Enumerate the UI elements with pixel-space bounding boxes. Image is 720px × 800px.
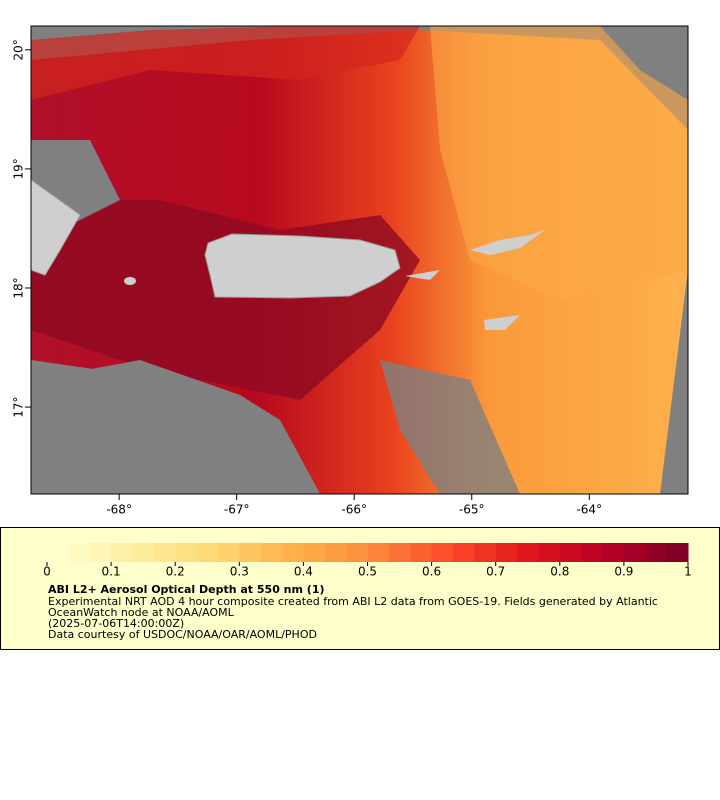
colorbar-swatch	[388, 543, 411, 562]
map-raster	[31, 26, 688, 494]
x-tick-label: -68°	[106, 503, 132, 517]
colorbar-swatch	[217, 543, 240, 562]
colorbar-swatch	[89, 543, 112, 562]
colorbar-swatch	[645, 543, 668, 562]
colorbar-tick-label: 0.9	[614, 565, 633, 579]
colorbar-swatch	[175, 543, 198, 562]
colorbar-swatch	[666, 543, 689, 562]
colorbar-swatch	[623, 543, 646, 562]
colorbar-swatch	[410, 543, 433, 562]
colorbar-swatch	[282, 543, 304, 562]
colorbar-swatch	[239, 543, 262, 562]
colorbar-swatch	[260, 543, 283, 562]
colorbar-tick-label: 0.7	[486, 565, 505, 579]
colorbar-tick-label: 0.1	[102, 565, 121, 579]
colorbar-swatch	[303, 543, 326, 562]
colorbar-swatch	[367, 543, 390, 562]
colorbar-tick-label: 0.2	[166, 565, 185, 579]
y-tick-label: 18°	[12, 277, 26, 298]
colorbar-swatch	[324, 543, 347, 562]
colorbar-swatch	[47, 543, 69, 562]
legend-line: OceanWatch node at NOAA/AOML	[48, 606, 235, 619]
colorbar-swatch	[517, 543, 539, 562]
colorbar-swatch	[559, 543, 582, 562]
colorbar-tick-label: 0.4	[294, 565, 313, 579]
colorbar-tick-label: 0	[43, 565, 51, 579]
colorbar-swatch	[495, 543, 518, 562]
colorbar-swatch	[538, 543, 561, 562]
legend-line: Experimental NRT AOD 4 hour composite cr…	[48, 595, 658, 608]
colorbar-tick-label: 0.3	[230, 565, 249, 579]
colorbar-swatch	[196, 543, 219, 562]
y-tick-label: 19°	[12, 158, 26, 179]
colorbar-swatch	[474, 543, 497, 562]
y-tick-label: 17°	[12, 396, 26, 417]
x-tick-label: -66°	[341, 503, 367, 517]
colorbar-tick-label: 0.8	[550, 565, 569, 579]
colorbar-swatch	[452, 543, 475, 562]
legend-line: Data courtesy of USDOC/NOAA/OAR/AOML/PHO…	[48, 628, 317, 641]
y-tick-label: 20°	[12, 39, 26, 60]
colorbar-swatch	[132, 543, 155, 562]
colorbar-tick-label: 0.6	[422, 565, 441, 579]
legend-line: (2025-07-06T14:00:00Z)	[48, 617, 184, 630]
colorbar-swatch	[431, 543, 454, 562]
colorbar-tick-label: 1	[684, 565, 692, 579]
colorbar-tick-label: 0.5	[358, 565, 377, 579]
x-tick-label: -67°	[224, 503, 250, 517]
colorbar-swatch	[111, 543, 133, 562]
x-tick-label: -65°	[459, 503, 485, 517]
plot-frame	[30, 25, 689, 495]
x-tick-label: -64°	[576, 503, 602, 517]
colorbar-swatch	[581, 543, 604, 562]
legend-title: ABI L2+ Aerosol Optical Depth at 550 nm …	[48, 583, 325, 596]
colorbar-swatch	[153, 543, 176, 562]
colorbar-swatch	[346, 543, 368, 562]
colorbar-swatch	[68, 543, 91, 562]
colorbar-swatch	[602, 543, 625, 562]
